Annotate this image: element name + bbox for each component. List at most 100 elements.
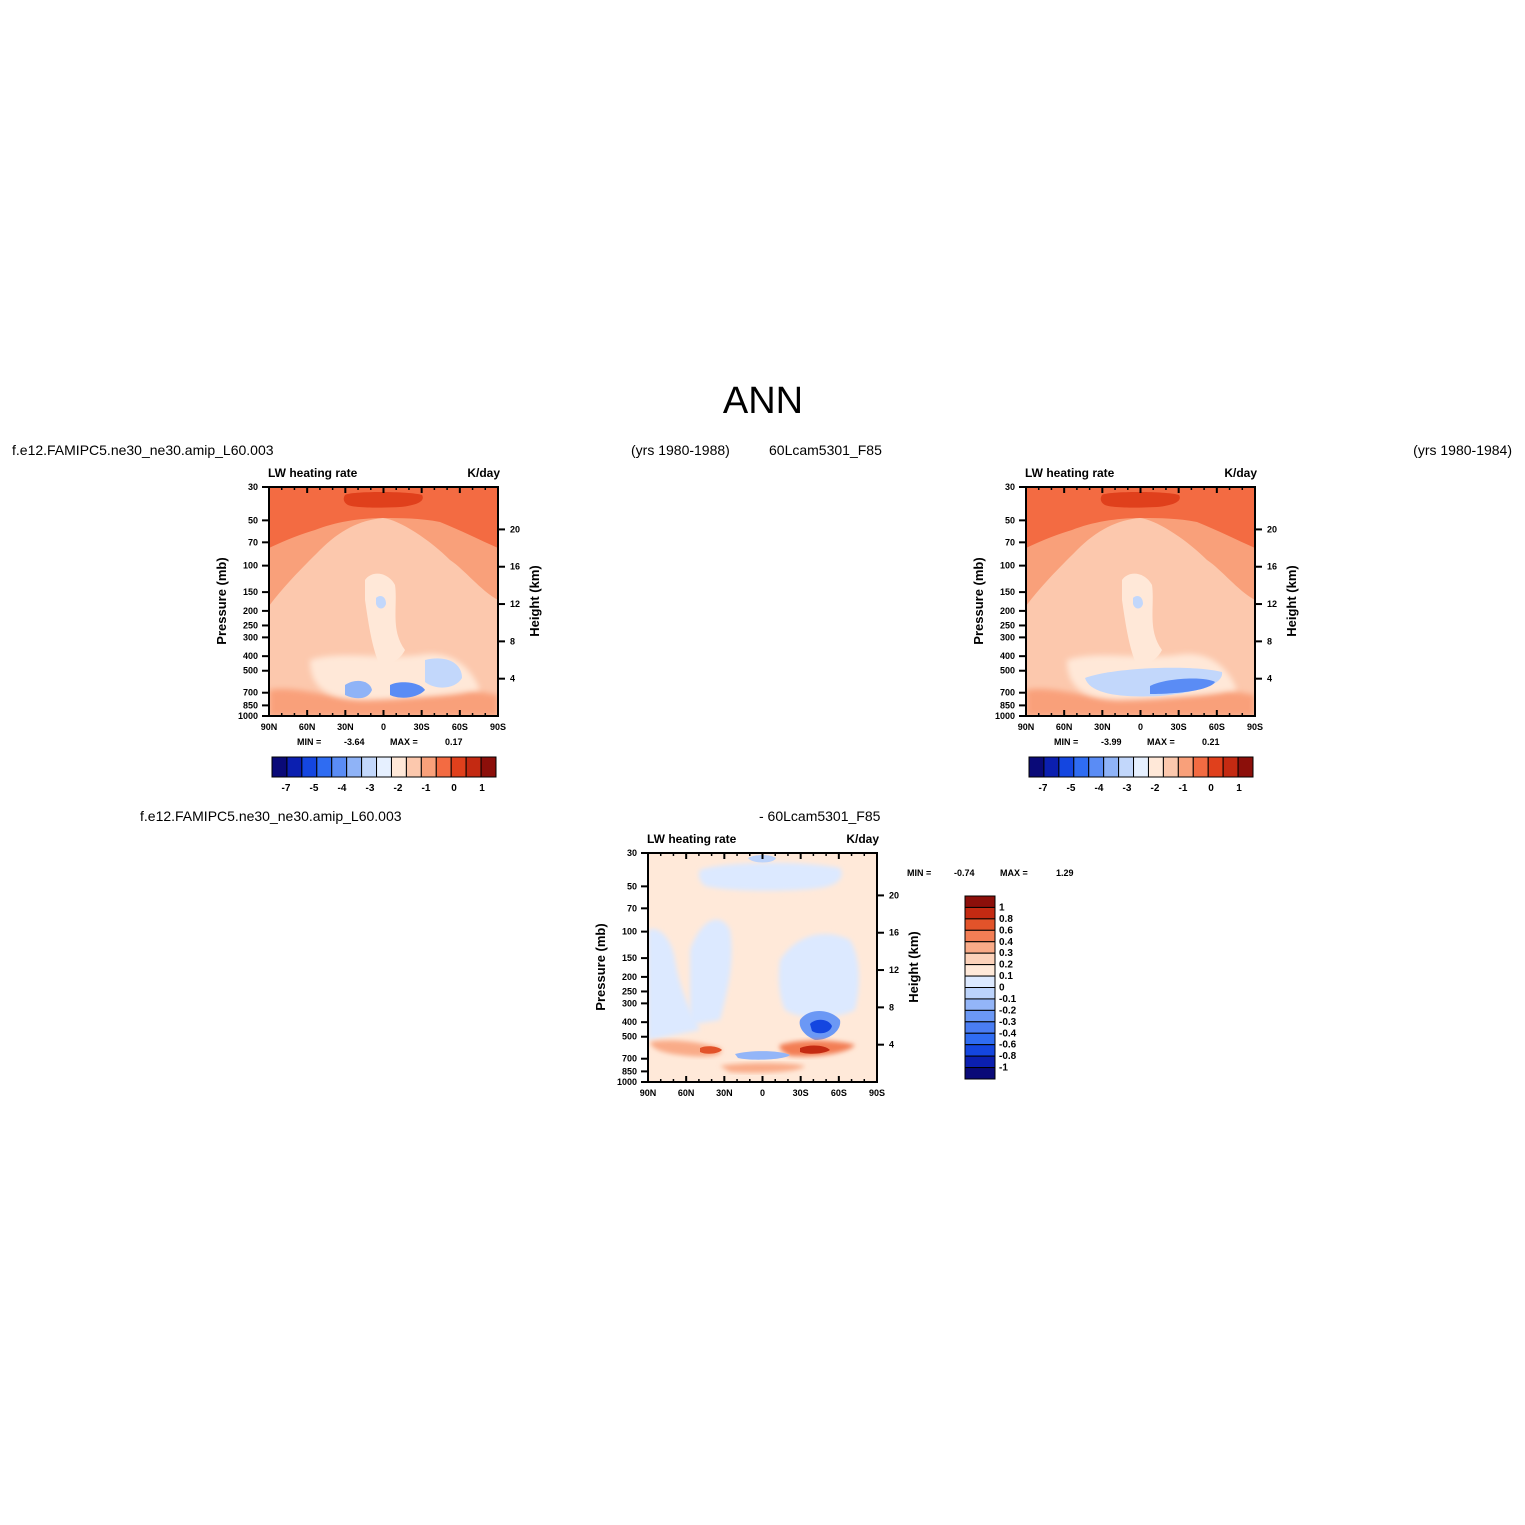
y-tick-label: 200	[243, 606, 258, 616]
y-tick-label: 700	[622, 1054, 637, 1064]
y-tick-label: 150	[243, 587, 258, 597]
colorbar-label: 0.4	[999, 937, 1013, 948]
colorbar-label: -3	[366, 783, 375, 794]
height-tick-label: 4	[889, 1040, 894, 1050]
colorbar-swatch	[1073, 756, 1090, 778]
colorbar-swatch	[964, 1055, 996, 1069]
season-title: ANN	[723, 380, 803, 422]
panel-model-min-value: -3.64	[344, 737, 365, 747]
x-tick-label: 0	[1138, 722, 1143, 732]
panel-control-min-label: MIN =	[1054, 737, 1078, 747]
panel-difference-min-value: -0.74	[954, 868, 975, 878]
y-tick-label: 70	[1005, 537, 1015, 547]
colorbar-swatch	[1237, 756, 1254, 778]
y-tick-label: 30	[627, 848, 637, 858]
height-tick-label: 16	[1267, 562, 1277, 572]
colorbar-swatch	[1177, 756, 1194, 778]
colorbar-swatch	[420, 756, 437, 778]
panel-model: LW heating rate K/day 90N 60N 30N 0 30S 60S 90…	[214, 466, 542, 794]
case-name-right: 60Lcam5301_F85	[769, 442, 882, 458]
panel-model-min-label: MIN =	[297, 737, 321, 747]
colorbar-label: -1	[422, 783, 431, 794]
colorbar-swatch	[964, 1032, 996, 1046]
case-name-left: f.e12.FAMIPC5.ne30_ne30.amip_L60.003	[12, 442, 274, 458]
x-tick-label: 90N	[1018, 722, 1035, 732]
field-north-cool	[648, 929, 700, 1040]
y-tick-label: 100	[1000, 561, 1015, 571]
panel-model-ylabel: Pressure (mb)	[214, 557, 229, 644]
field-warm-surface	[720, 1063, 805, 1073]
colorbar-swatch	[271, 756, 288, 778]
y-tick-label: 850	[243, 700, 258, 710]
colorbar-swatch	[390, 756, 407, 778]
colorbar-label: -7	[282, 783, 291, 794]
colorbar-swatch	[1028, 756, 1045, 778]
colorbar-swatch	[964, 929, 996, 943]
panel-model-title: LW heating rate	[268, 466, 358, 480]
y-tick-label: 850	[1000, 700, 1015, 710]
colorbar-swatch	[964, 918, 996, 931]
colorbar-swatch	[964, 964, 996, 977]
panel-difference-max-value: 1.29	[1056, 868, 1074, 878]
panel-difference-units: K/day	[846, 832, 879, 846]
case-years-left: (yrs 1980-1988)	[631, 442, 730, 458]
y-tick-label: 200	[622, 972, 637, 982]
colorbar-label: -0.1	[999, 994, 1017, 1005]
height-tick-label: 20	[510, 524, 520, 534]
colorbar-label: -0.3	[999, 1017, 1017, 1028]
y-tick-label: 1000	[617, 1077, 637, 1087]
y-tick-label: 400	[243, 651, 258, 661]
x-tick-label: 30N	[337, 722, 354, 732]
height-tick-label: 20	[1267, 524, 1277, 534]
y-tick-label: 400	[622, 1017, 637, 1027]
y-tick-label: 70	[248, 537, 258, 547]
y-tick-label: 400	[1000, 651, 1015, 661]
panel-control-field	[1026, 487, 1255, 716]
panel-control-ylabel-right: Height (km)	[1284, 565, 1299, 637]
colorbar-label: -1	[999, 1063, 1008, 1074]
field-small-cool	[1133, 596, 1143, 609]
height-tick-label: 4	[1267, 674, 1272, 684]
colorbar-swatch	[316, 756, 333, 778]
colorbar-swatch	[405, 756, 422, 778]
colorbar-swatch	[964, 941, 996, 954]
y-tick-label: 150	[622, 953, 637, 963]
y-tick-label: 500	[622, 1032, 637, 1042]
colorbar-label: -4	[338, 783, 347, 794]
field-small-cool	[376, 596, 386, 609]
field-cool-peak	[810, 1019, 832, 1034]
y-tick-label: 500	[243, 666, 258, 676]
colorbar-swatch	[1043, 756, 1060, 778]
colorbar-swatch	[964, 1021, 996, 1034]
colorbar-label: -7	[1039, 783, 1048, 794]
panel-difference-ylabel-right: Height (km)	[906, 931, 921, 1003]
x-tick-label: 60S	[1209, 722, 1225, 732]
field-surface-warm	[269, 688, 498, 716]
x-tick-label: 30S	[793, 1088, 809, 1098]
y-tick-label: 250	[622, 986, 637, 996]
panel-difference-ylabel: Pressure (mb)	[593, 923, 608, 1010]
colorbar-swatch	[376, 756, 392, 778]
field-mid-cool	[690, 919, 732, 1025]
y-tick-label: 70	[627, 903, 637, 913]
field-cool-south	[425, 658, 462, 688]
field-tropics-pale	[1122, 573, 1162, 665]
colorbar-swatch	[331, 756, 348, 778]
field-cool-center	[390, 682, 425, 698]
height-tick-label: 12	[889, 965, 899, 975]
x-tick-label: 90N	[640, 1088, 657, 1098]
colorbar-label: 0	[1208, 783, 1214, 794]
diff-case-name-left: f.e12.FAMIPC5.ne30_ne30.amip_L60.003	[140, 808, 402, 824]
colorbar-label: -4	[1095, 783, 1104, 794]
y-tick-label: 300	[1000, 632, 1015, 642]
x-tick-label: 90N	[261, 722, 278, 732]
x-tick-label: 0	[760, 1088, 765, 1098]
colorbar-swatch	[1222, 756, 1239, 778]
colorbar-swatch	[450, 756, 467, 778]
colorbar-swatch	[435, 756, 452, 778]
height-tick-label: 20	[889, 890, 899, 900]
x-tick-label: 90S	[1247, 722, 1263, 732]
colorbar-swatch	[1192, 756, 1209, 778]
x-tick-label: 60S	[452, 722, 468, 732]
